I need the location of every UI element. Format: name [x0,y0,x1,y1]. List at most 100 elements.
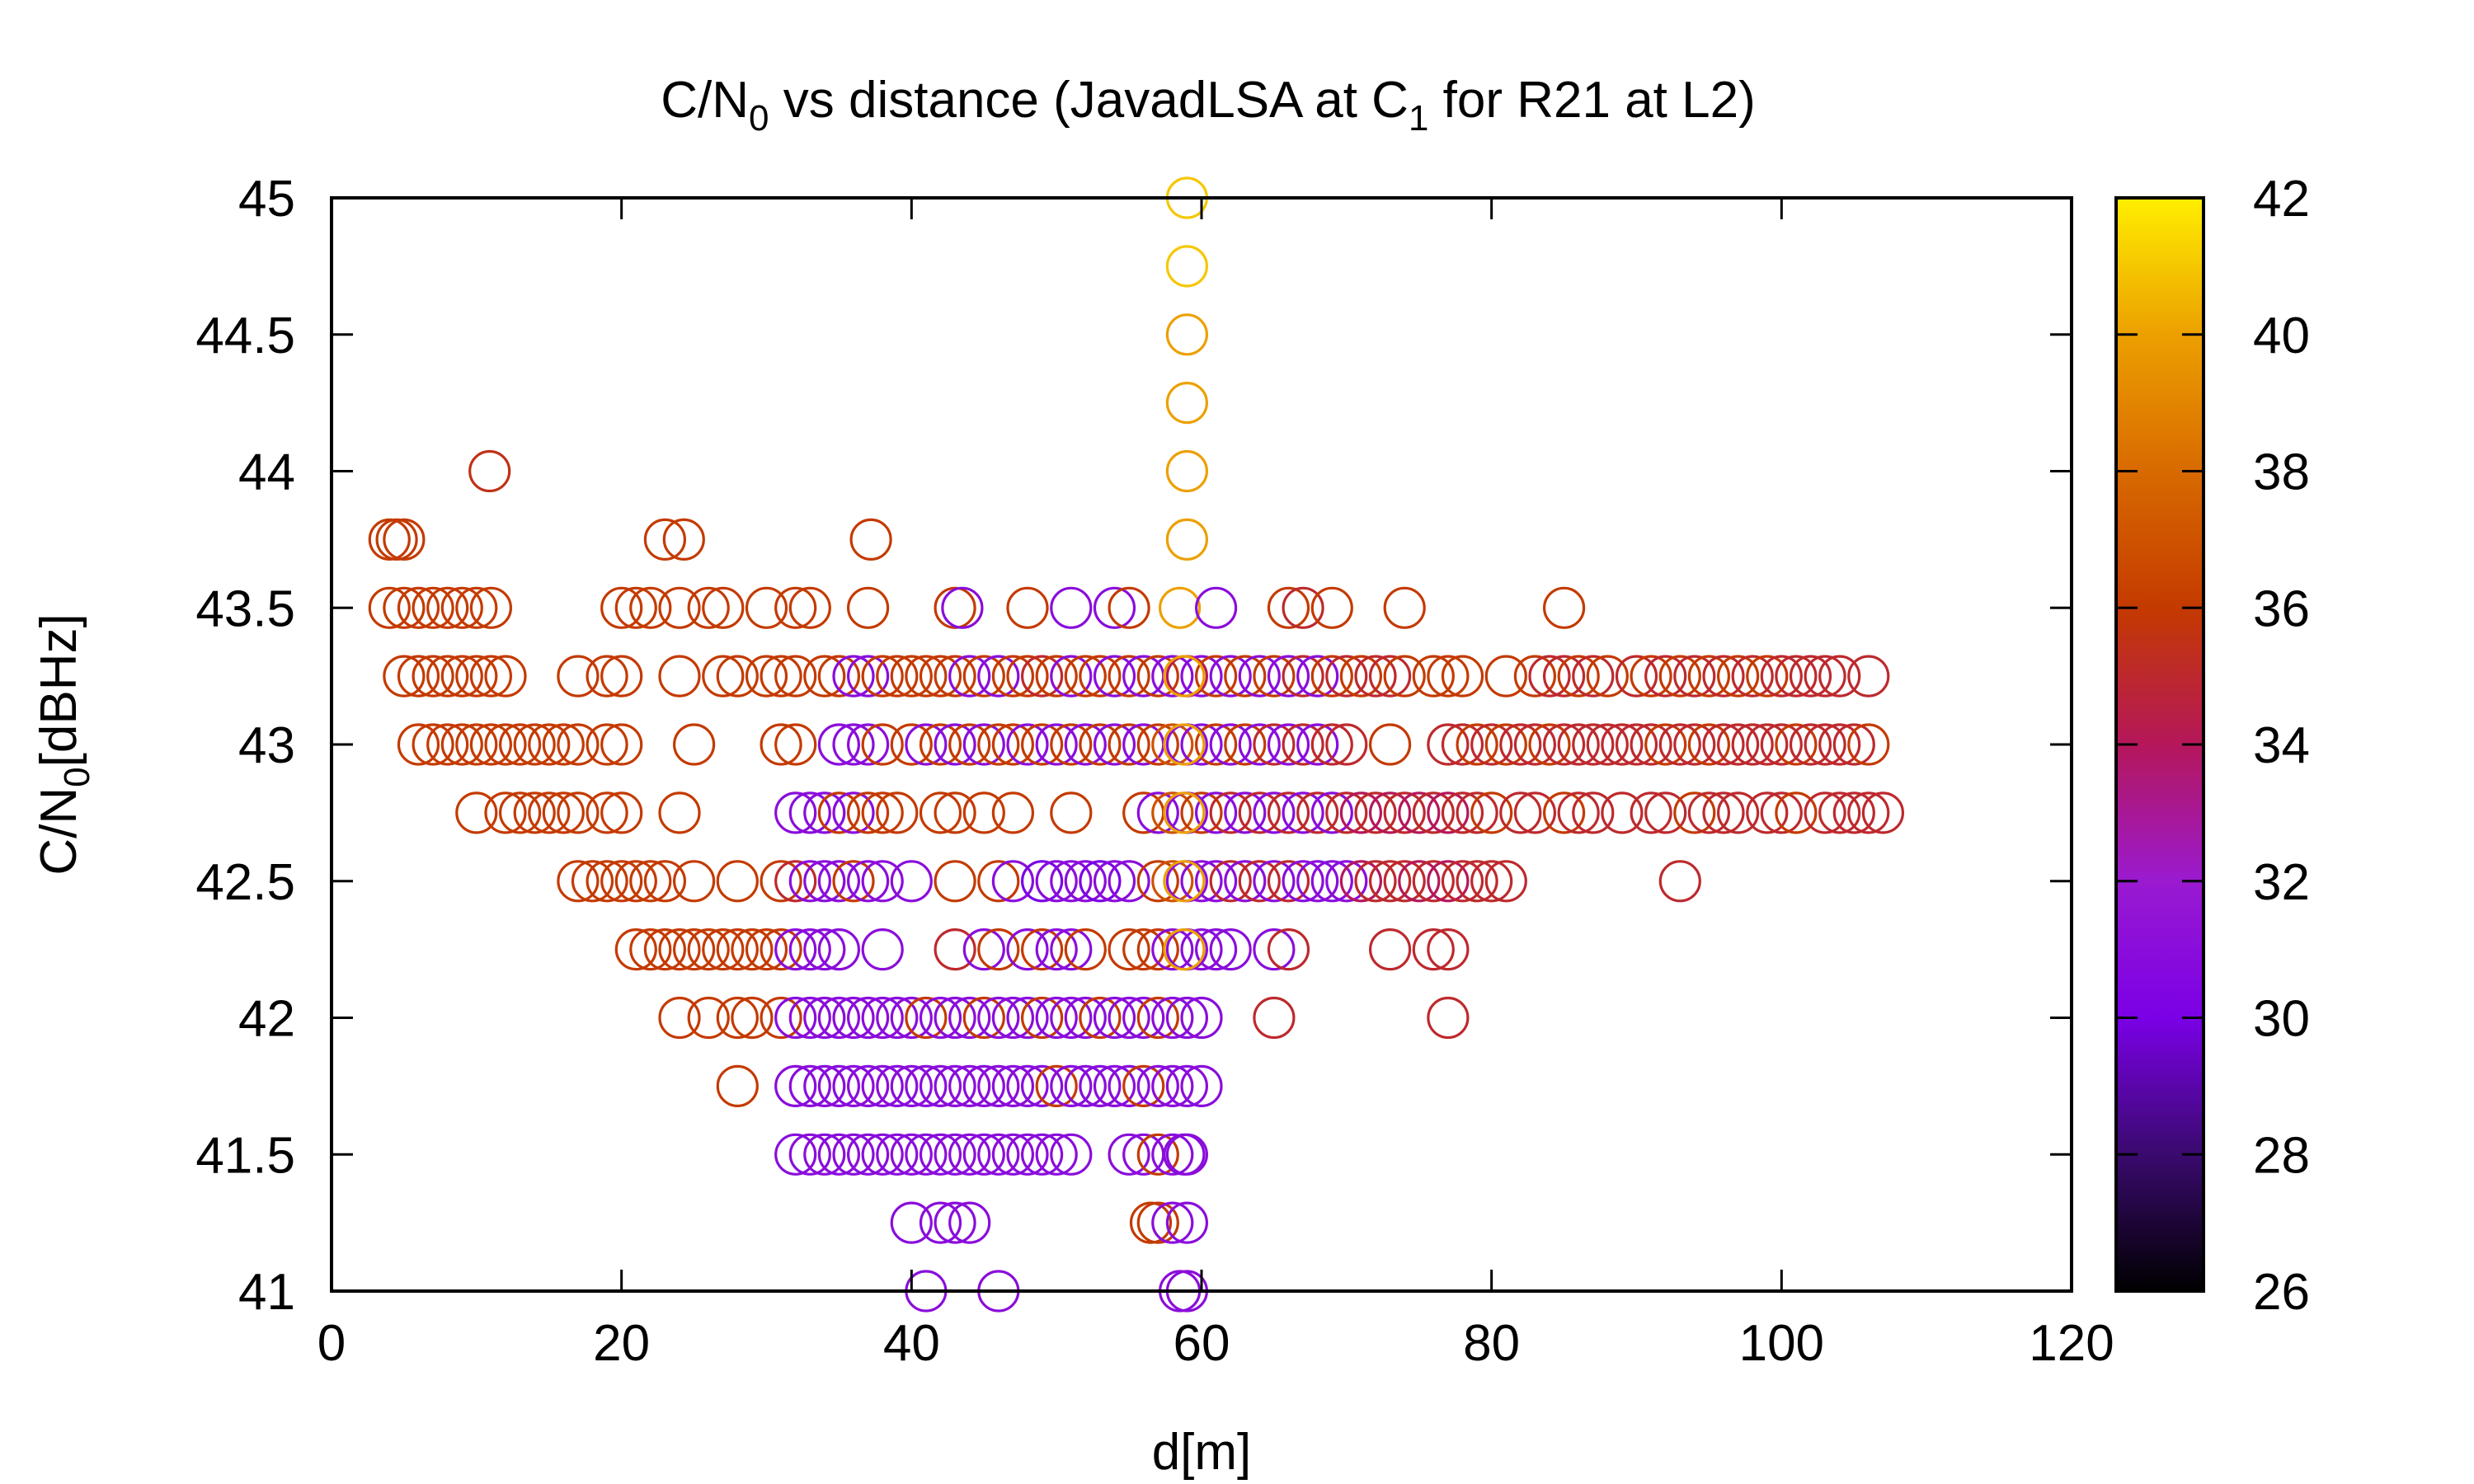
data-point [803,928,846,971]
data-point [1847,723,1890,766]
data-point [890,1133,933,1176]
data-point [1427,723,1470,766]
data-point [1006,655,1049,697]
data-point [1020,655,1064,697]
colorbar-tick-label: 28 [2253,1127,2310,1184]
data-point [1456,860,1498,903]
data-point [1832,791,1875,834]
data-point [1282,860,1324,903]
data-point [440,586,483,629]
data-point [760,723,802,766]
data-point [919,996,962,1040]
data-point [1108,723,1150,766]
data-point [832,860,875,903]
data-point [1064,928,1107,971]
data-point [557,655,600,697]
data-point [962,723,1005,766]
data-point [1064,996,1107,1040]
data-point [1035,1133,1078,1176]
data-point [876,996,919,1040]
data-point [1108,1133,1150,1176]
data-point [1383,791,1426,834]
data-point [1383,586,1426,629]
data-point [788,1064,831,1108]
data-point [1253,791,1296,834]
data-point [948,1064,991,1108]
data-point [1108,996,1150,1040]
colorbar-tick-label: 34 [2253,717,2310,774]
data-point [1427,860,1470,903]
data-point [934,791,976,834]
data-point [542,791,585,834]
plot-frame [330,196,2073,1293]
data-point [832,1133,875,1176]
data-point [1775,655,1818,697]
data-point [977,1133,1020,1176]
data-point [846,860,890,903]
colorbar-tick-label: 30 [2253,991,2310,1048]
data-point [861,1133,904,1176]
data-point [934,996,976,1040]
data-point [1775,791,1818,834]
data-point [1209,723,1252,766]
data-point [1093,1064,1136,1108]
data-point [397,655,440,697]
data-point [1557,655,1600,697]
data-point [702,586,745,629]
data-point [948,1133,991,1176]
data-point [426,655,469,697]
data-point [643,518,687,561]
data-point [1079,1064,1122,1108]
data-point [1163,655,1206,697]
data-point [1093,586,1136,629]
data-point [1673,791,1716,834]
data-point [861,723,904,766]
data-point [1658,860,1701,903]
data-point [1108,860,1150,903]
data-point [1456,791,1498,834]
data-point [788,791,831,834]
y-tick-label: 41 [238,1264,295,1321]
data-point [1368,723,1412,766]
y-axis-label: C/N0[dBHz] [31,613,97,875]
data-point [774,723,817,766]
data-point [905,655,948,697]
data-point [1804,791,1846,834]
data-point [1484,723,1527,766]
data-point [1542,655,1586,697]
data-point [1572,791,1615,834]
data-point [991,723,1035,766]
data-point [1542,586,1586,629]
data-point [991,996,1035,1040]
data-point [687,996,730,1040]
data-point [948,723,991,766]
data-point [1267,655,1310,697]
y-tick-label: 44.5 [195,308,295,364]
data-point [1079,860,1122,903]
data-point [817,791,861,834]
data-point [1180,791,1223,834]
data-point [1050,996,1093,1040]
data-point [586,723,628,766]
data-point [1020,723,1064,766]
data-point [1267,860,1310,903]
data-point [1050,1133,1093,1176]
colorbar-tick-label: 38 [2253,444,2310,501]
data-point [774,860,817,903]
data-point [991,1133,1035,1176]
data-point [817,1133,861,1176]
data-point [1368,860,1412,903]
data-point [658,928,701,971]
data-point [658,586,701,629]
data-point [498,723,542,766]
data-point [1151,1201,1194,1244]
data-point [1020,860,1064,903]
data-point [687,586,730,629]
data-point [1050,1064,1093,1108]
y-tick-label: 45 [238,171,295,228]
data-point [1383,655,1426,697]
data-point [1470,723,1513,766]
data-point [1006,996,1049,1040]
data-point [760,655,802,697]
data-point [586,860,628,903]
